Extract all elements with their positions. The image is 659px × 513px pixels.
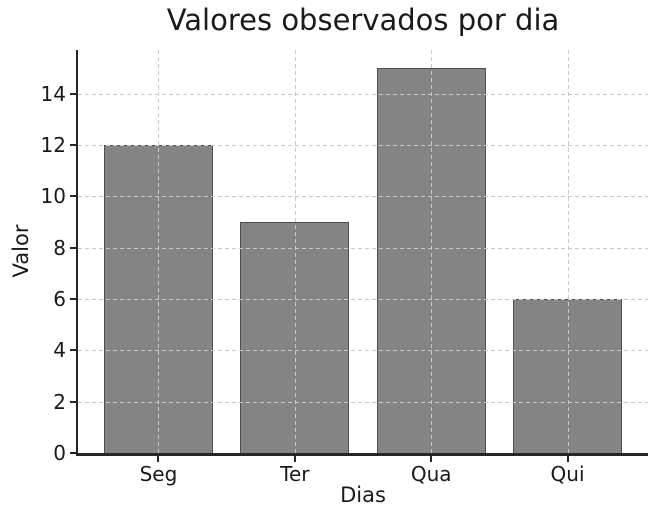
y-tick-mark bbox=[70, 297, 76, 300]
x-tick-mark bbox=[157, 456, 160, 462]
chart-title: Valores observados por dia bbox=[166, 3, 560, 37]
x-axis-spine bbox=[75, 453, 648, 456]
y-tick-label: 10 bbox=[40, 184, 66, 209]
y-tick-label: 0 bbox=[53, 441, 66, 465]
y-tick-label: 14 bbox=[40, 81, 66, 106]
y-tick-label: 4 bbox=[53, 338, 66, 363]
h-gridline bbox=[78, 298, 648, 300]
h-gridline bbox=[78, 144, 648, 146]
v-gridline bbox=[567, 50, 569, 453]
y-tick-mark bbox=[70, 452, 76, 454]
x-tick-label: Qui bbox=[550, 462, 585, 486]
h-gridline bbox=[78, 196, 648, 198]
x-tick-label: Ter bbox=[280, 462, 310, 486]
y-tick-mark bbox=[70, 246, 76, 249]
v-gridline bbox=[158, 50, 160, 453]
x-tick-label: Qua bbox=[410, 462, 452, 486]
bar-qua bbox=[376, 67, 486, 453]
y-tick-mark bbox=[70, 143, 76, 146]
y-tick-label: 6 bbox=[53, 286, 66, 311]
plot-area bbox=[78, 50, 648, 453]
y-tick-mark bbox=[70, 92, 76, 95]
h-gridline bbox=[78, 93, 648, 95]
y-tick-label: 2 bbox=[53, 389, 66, 414]
h-gridline bbox=[78, 350, 648, 352]
y-tick-label: 8 bbox=[53, 235, 66, 260]
y-tick-label: 12 bbox=[40, 132, 66, 157]
x-tick-mark bbox=[430, 456, 433, 462]
y-axis-spine bbox=[75, 50, 78, 456]
h-gridline bbox=[78, 247, 648, 249]
bar-ter bbox=[240, 221, 350, 453]
x-tick-mark bbox=[293, 456, 296, 462]
v-gridline bbox=[294, 50, 296, 453]
y-tick-mark bbox=[70, 400, 76, 403]
y-tick-mark bbox=[70, 195, 76, 198]
x-tick-mark bbox=[566, 456, 569, 462]
x-axis-label: Dias bbox=[340, 483, 386, 507]
h-gridline bbox=[78, 401, 648, 403]
v-gridline bbox=[431, 50, 433, 453]
y-tick-mark bbox=[70, 349, 76, 352]
x-tick-label: Seg bbox=[139, 462, 178, 486]
